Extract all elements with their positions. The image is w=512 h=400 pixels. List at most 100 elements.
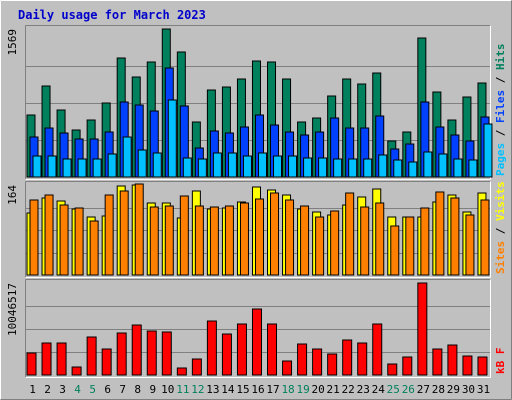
kbytes-bar-kb-f-day-26 <box>402 356 413 376</box>
kbytes-bar-kb-f-day-1 <box>26 352 37 376</box>
kbytes-bar-kb-f-day-3 <box>56 342 67 376</box>
kbytes-bar-kb-f-day-6 <box>101 348 112 376</box>
visits-bar-sites-day-16 <box>254 198 264 276</box>
visits-bar-sites-day-23 <box>360 206 370 276</box>
kbytes-bar-kb-f-day-17 <box>267 323 278 376</box>
hits-bar-pages-day-23 <box>363 158 373 178</box>
kbytes-bar-kb-f-day-30 <box>462 355 473 376</box>
day-label-2: 2 <box>44 383 51 396</box>
visits-series-labels: Sites / Visits <box>494 181 507 274</box>
kbytes-bar-kb-f-day-10 <box>161 331 172 376</box>
kbytes-bar-kb-f-day-18 <box>282 360 293 376</box>
hits-bar-pages-day-29 <box>453 158 463 178</box>
kbytes-max-label: 10046517 <box>6 283 19 336</box>
visits-bar-sites-day-24 <box>375 202 385 276</box>
hits-series-label: / <box>494 70 507 90</box>
visits-bar-sites-day-20 <box>315 216 325 276</box>
hits-bar-pages-day-6 <box>107 153 117 178</box>
kbytes-bar-kb-f-day-8 <box>131 324 142 376</box>
day-label-30: 30 <box>462 383 475 396</box>
kbytes-bar-kb-f-day-25 <box>387 363 398 376</box>
panel-kbytes: 10046517 kB F <box>6 279 507 378</box>
visits-bar-sites-day-9 <box>149 206 159 276</box>
hits-bar-pages-day-27 <box>423 151 433 178</box>
visits-bar-sites-day-6 <box>104 194 114 276</box>
kbytes-bar-kb-f-day-28 <box>432 348 443 376</box>
hits-bar-pages-day-7 <box>122 136 132 178</box>
day-label-7: 7 <box>119 383 126 396</box>
hits-bar-pages-day-1 <box>32 155 42 178</box>
day-label-27: 27 <box>417 383 430 396</box>
hits-bar-pages-day-5 <box>92 158 102 178</box>
visits-bar-sites-day-21 <box>330 210 340 276</box>
kbytes-bar-kb-f-day-12 <box>191 358 202 376</box>
hits-bar-pages-day-16 <box>257 152 267 178</box>
visits-max-label: 164 <box>6 185 19 205</box>
visits-bar-sites-day-25 <box>390 225 400 276</box>
hits-series-label: Hits <box>494 44 507 71</box>
kbytes-bar-kb-f-day-22 <box>342 339 353 376</box>
kbytes-bar-kb-f-day-19 <box>297 343 308 376</box>
day-label-11: 11 <box>176 383 189 396</box>
visits-bar-sites-day-7 <box>119 190 129 276</box>
kbytes-bar-kb-f-day-24 <box>372 323 383 376</box>
visits-bar-sites-day-13 <box>209 206 219 276</box>
visits-bar-sites-day-1 <box>29 199 39 276</box>
day-label-20: 20 <box>312 383 325 396</box>
kbytes-bar-kb-f-day-7 <box>116 332 127 376</box>
visits-bar-sites-day-27 <box>420 207 430 276</box>
kbytes-bar-kb-f-day-16 <box>251 308 262 376</box>
hits-series-label: / <box>494 123 507 143</box>
visits-series-label: Visits <box>494 181 507 221</box>
visits-series-label: / <box>494 221 507 241</box>
hits-bar-pages-day-13 <box>212 152 222 178</box>
day-label-10: 10 <box>161 383 174 396</box>
kbytes-bar-kb-f-day-2 <box>41 342 52 376</box>
chart-panels: 1569 Pages / Files / Hits 164 Sites / Visit… <box>6 25 507 378</box>
visits-bar-sites-day-17 <box>270 192 280 276</box>
kbytes-bar-kb-f-day-15 <box>236 323 247 376</box>
visits-bar-sites-day-8 <box>134 183 144 276</box>
kbytes-bar-kb-f-day-9 <box>146 330 157 376</box>
day-label-18: 18 <box>281 383 294 396</box>
hits-bar-pages-day-18 <box>288 155 298 178</box>
visits-bar-sites-day-18 <box>285 199 295 276</box>
day-label-14: 14 <box>221 383 235 396</box>
day-label-26: 26 <box>402 383 415 396</box>
hits-bar-pages-day-17 <box>273 155 283 178</box>
panel-visits: 164 Sites / Visits <box>6 181 507 278</box>
panel-hits: 1569 Pages / Files / Hits <box>6 25 507 180</box>
day-label-12: 12 <box>191 383 204 396</box>
visits-bar-sites-day-19 <box>300 205 310 276</box>
kbytes-series-label: kB F <box>494 348 507 375</box>
hits-bar-pages-day-4 <box>77 158 87 178</box>
visits-bar-sites-day-4 <box>74 207 84 276</box>
visits-bar-sites-day-26 <box>405 216 415 276</box>
day-label-4: 4 <box>74 383 81 396</box>
day-label-28: 28 <box>432 383 445 396</box>
day-label-23: 23 <box>357 383 370 396</box>
day-label-24: 24 <box>372 383 386 396</box>
visits-bar-sites-day-29 <box>450 197 460 276</box>
visits-bar-sites-day-22 <box>345 192 355 276</box>
hits-bar-pages-day-24 <box>378 154 388 178</box>
kbytes-bar-kb-f-day-14 <box>221 333 232 376</box>
hits-bar-pages-day-25 <box>393 159 403 178</box>
hits-bar-pages-day-15 <box>242 155 252 178</box>
hits-bar-pages-day-28 <box>438 153 448 178</box>
hits-bar-pages-day-3 <box>62 158 72 178</box>
hits-bar-pages-day-31 <box>483 123 493 178</box>
day-label-9: 9 <box>149 383 156 396</box>
hits-bar-pages-day-14 <box>227 152 237 178</box>
chart-title: Daily usage for March 2023 <box>18 8 206 22</box>
visits-bar-sites-day-15 <box>239 202 249 276</box>
visits-bar-sites-day-12 <box>194 205 204 276</box>
hits-max-label: 1569 <box>6 29 19 56</box>
visits-bar-sites-day-5 <box>89 220 99 276</box>
hits-bar-pages-day-26 <box>408 161 418 178</box>
hits-bar-pages-day-22 <box>348 158 358 178</box>
day-label-19: 19 <box>296 383 309 396</box>
day-label-13: 13 <box>206 383 219 396</box>
day-label-6: 6 <box>104 383 111 396</box>
